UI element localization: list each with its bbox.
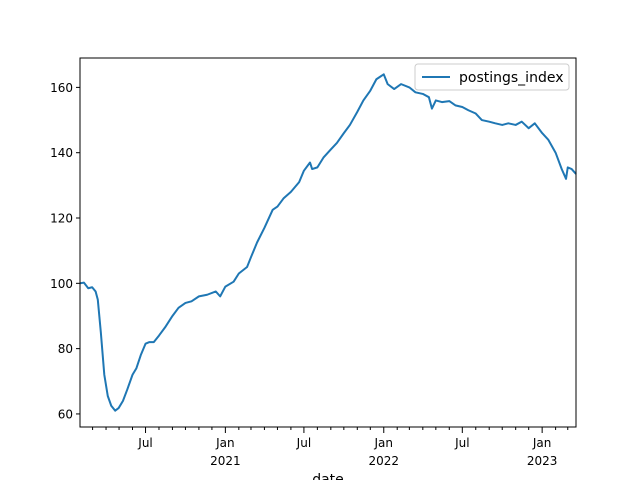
x-tick-label: Jul: [454, 436, 469, 450]
legend: postings_index: [414, 63, 570, 91]
x-tick-year-label: 2023: [527, 454, 558, 468]
series-line-postings_index: [79, 73, 577, 412]
x-tick-label: Jul: [296, 436, 311, 450]
y-axis: 60 80 100 120 140 160: [50, 81, 80, 421]
y-tick-label: 60: [58, 407, 73, 421]
x-axis-label: date: [312, 472, 344, 480]
legend-label: postings_index: [459, 70, 563, 86]
x-axis: Jul Jan 2021 Jul Jan 2022 Jul Jan 2023: [92, 427, 569, 468]
x-tick-label: Jan: [532, 436, 552, 450]
y-tick-label: 160: [50, 81, 73, 95]
x-tick-year-label: 2021: [210, 454, 241, 468]
x-tick-label: Jul: [137, 436, 152, 450]
legend-box: [414, 63, 570, 91]
x-tick-label: Jan: [374, 436, 394, 450]
axes-frame: [79, 57, 577, 428]
plot-content: [79, 73, 577, 412]
y-tick-label: 80: [58, 342, 73, 356]
y-tick-label: 100: [50, 277, 73, 291]
x-tick-year-label: 2022: [368, 454, 399, 468]
y-tick-label: 120: [50, 212, 73, 226]
x-tick-label: Jan: [215, 436, 235, 450]
y-tick-label: 140: [50, 146, 73, 160]
